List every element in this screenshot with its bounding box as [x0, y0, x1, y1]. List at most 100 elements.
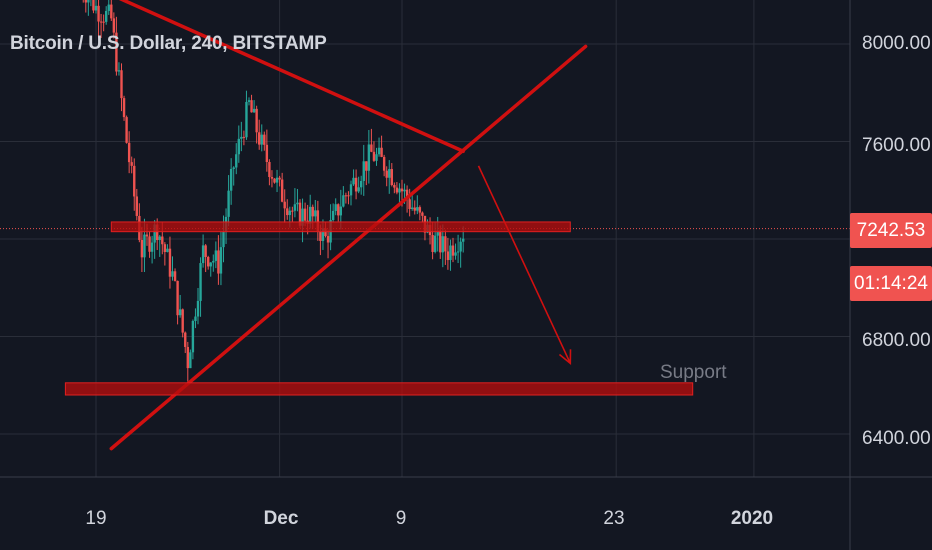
candle-body	[347, 195, 350, 197]
candle-body	[110, 4, 113, 19]
candle-body	[125, 117, 128, 143]
drawings[interactable]	[64, 0, 694, 451]
chart-title: Bitcoin / U.S. Dollar, 240, BITSTAMP	[10, 33, 327, 54]
candle-body	[204, 245, 207, 257]
candle-body	[130, 162, 133, 166]
candle-body	[439, 230, 442, 253]
candle-body	[411, 207, 414, 209]
resistance-zone	[110, 221, 571, 233]
candle-body	[189, 352, 192, 369]
candle-body	[321, 228, 325, 241]
candle-body	[365, 161, 368, 171]
candle-body	[303, 208, 307, 221]
candle-body	[163, 244, 167, 253]
candle-body	[446, 251, 450, 261]
candle-body	[331, 210, 335, 221]
candle-body	[112, 18, 116, 33]
candle-body	[413, 207, 416, 211]
candle-body	[405, 189, 409, 200]
candle-body	[222, 231, 225, 248]
candle-body	[102, 21, 105, 23]
candle-body	[263, 134, 266, 145]
candle-body	[133, 165, 136, 197]
candle-body	[316, 210, 320, 232]
candle-body	[229, 168, 233, 191]
candle-body	[235, 154, 238, 168]
candle-body	[451, 245, 455, 256]
candle-body	[454, 252, 457, 256]
candle-body	[403, 189, 406, 192]
candle-body	[97, 5, 100, 22]
candle-body	[196, 300, 200, 317]
candle-body	[337, 204, 340, 216]
candle-body	[181, 309, 184, 333]
candle-body	[418, 207, 422, 213]
candle-body	[107, 4, 110, 11]
candle-body	[255, 108, 258, 133]
candle-body	[207, 256, 210, 267]
support-zone	[64, 382, 694, 396]
candle-body	[339, 206, 342, 216]
candle-body	[240, 136, 243, 139]
candle-body	[199, 263, 202, 301]
candle-body	[367, 144, 371, 171]
candle-body	[273, 178, 276, 183]
candle-body	[385, 170, 388, 178]
candle-body	[342, 195, 345, 207]
candle-body	[227, 190, 230, 217]
candle-body	[150, 242, 154, 252]
candle-body	[115, 32, 118, 72]
candle-body	[377, 147, 381, 155]
candle-body	[260, 134, 263, 145]
candle-body	[237, 138, 240, 155]
candle-body	[270, 177, 274, 179]
candle-body	[395, 187, 399, 193]
candle-body	[184, 332, 187, 347]
candle-body	[462, 238, 465, 242]
candle-body	[296, 202, 299, 205]
candle-body	[301, 208, 304, 226]
candle-body	[135, 196, 138, 216]
candle-body	[171, 271, 174, 277]
candle-body	[286, 208, 289, 216]
forecast-arrow	[477, 165, 572, 364]
candle-body	[140, 239, 144, 258]
candle-body	[94, 5, 98, 11]
candle-body	[352, 177, 355, 185]
candle-body	[400, 188, 404, 192]
candle-body	[449, 245, 452, 261]
candle-body	[456, 251, 460, 253]
candle-body	[173, 271, 177, 281]
candle-body	[178, 309, 182, 316]
candlestick-series	[82, 0, 465, 382]
candle-body	[158, 236, 161, 241]
candle-body	[388, 169, 391, 178]
candle-body	[314, 210, 317, 217]
candle-body	[441, 236, 444, 253]
candle-body	[298, 202, 302, 226]
candle-body	[153, 224, 156, 243]
last-price-tag: 7242.53	[850, 213, 932, 248]
candle-body	[357, 187, 360, 192]
candle-body	[416, 207, 419, 211]
x-tick-19: 19	[85, 508, 107, 529]
x-tick-dec: Dec	[263, 508, 299, 529]
candle-body	[250, 100, 253, 113]
candle-body	[433, 235, 437, 252]
candle-body	[105, 10, 108, 22]
candle-body	[252, 108, 256, 113]
candle-body	[127, 142, 131, 163]
x-tick-23: 23	[603, 508, 625, 529]
candle-body	[148, 236, 151, 252]
candle-body	[362, 161, 365, 181]
candle-body	[219, 247, 223, 274]
candle-body	[375, 154, 378, 161]
y-tick-6800: 6800.00	[862, 330, 931, 351]
candle-body	[431, 235, 434, 252]
forecast-arrowhead	[558, 349, 572, 365]
support-label: Support	[660, 362, 727, 383]
candle-body	[324, 228, 327, 237]
candle-body	[122, 98, 126, 118]
